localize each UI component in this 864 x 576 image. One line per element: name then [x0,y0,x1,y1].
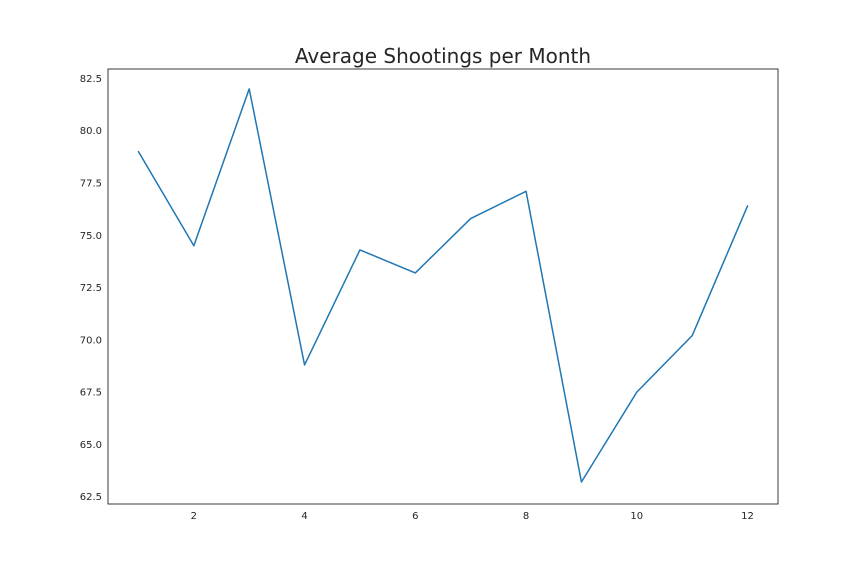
y-tick-label: 77.5 [80,178,102,189]
series-line [137,88,749,483]
y-tick-label: 70.0 [80,335,102,346]
plot-frame [107,68,779,505]
x-tick-label: 12 [741,511,754,522]
chart-title: Average Shootings per Month [295,44,591,68]
x-tick-label: 8 [523,511,529,522]
y-tick-label: 65.0 [80,440,102,451]
x-tick-label: 10 [630,511,643,522]
x-tick-label: 2 [191,511,197,522]
y-tick-label: 62.5 [80,492,102,503]
x-tick-label: 6 [412,511,418,522]
y-tick-label: 72.5 [80,283,102,294]
y-tick-label: 80.0 [80,126,102,137]
y-tick-label: 75.0 [80,231,102,242]
x-tick-label: 4 [301,511,307,522]
y-tick-label: 67.5 [80,388,102,399]
plot-area: 62.5 65.0 67.5 70.0 72.5 75.0 77.5 80.0 82.5 2 4 6 8… [80,68,779,522]
y-tick-label: 82.5 [80,74,102,85]
